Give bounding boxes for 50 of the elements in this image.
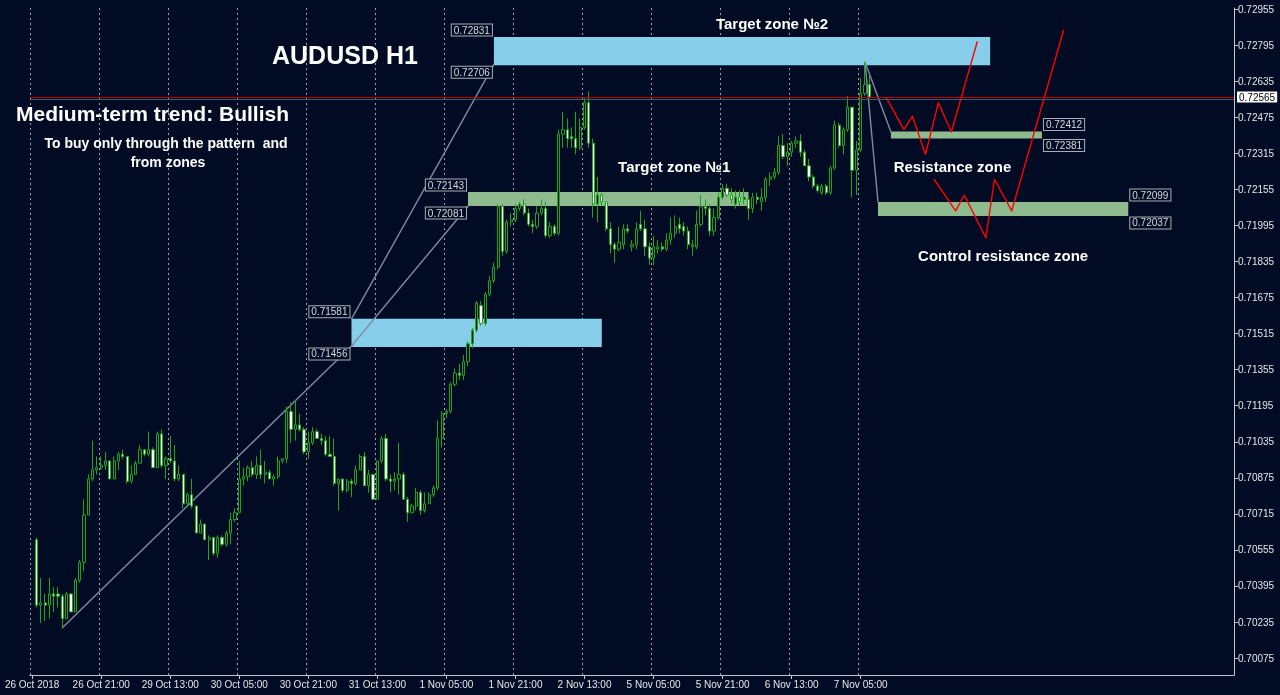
- text: AUDUSD H1: [272, 40, 418, 69]
- y-tick-label: 0.71035: [1238, 436, 1275, 448]
- y-tick-label: 0.70555: [1238, 544, 1275, 556]
- y-tick-label: 0.70075: [1238, 652, 1275, 664]
- y-tick-label: 0.70875: [1238, 472, 1275, 484]
- band-label: Resistance zone: [893, 158, 1012, 176]
- annotation: 0.71456: [311, 348, 348, 360]
- y-tick-label: 0.72475: [1238, 111, 1275, 123]
- y-tick-label: 0.70715: [1238, 508, 1275, 520]
- x-tick-label: 1 Nov 05:00: [419, 678, 474, 690]
- y-tick-label: 0.71515: [1238, 328, 1275, 340]
- x-tick-label: 30 Oct 21:00: [279, 678, 338, 690]
- annotation: 0.72099: [1132, 189, 1169, 201]
- annotation: To buy only through the pattern and from zones: [44, 134, 292, 170]
- y-tick-label: 0.70235: [1238, 616, 1275, 628]
- y-tick-label: 0.72955: [1238, 3, 1275, 15]
- annotation: 0.72081: [427, 207, 465, 219]
- y-tick-label: 0.72315: [1238, 147, 1275, 159]
- x-tick-label: 6 Nov 13:00: [764, 678, 820, 690]
- y-tick-label: 0.72635: [1238, 75, 1275, 87]
- annotation: 0.72831: [453, 24, 491, 36]
- x-tick-label: 26 Oct 2018: [4, 678, 60, 690]
- annotation: 0.72412: [1045, 118, 1083, 130]
- x-tick-label: 5 Nov 21:00: [695, 678, 751, 690]
- y-tick-label: 0.70395: [1238, 580, 1275, 592]
- x-tick-label: 5 Nov 05:00: [626, 678, 681, 690]
- annotation: 0.72037: [1132, 217, 1169, 229]
- annotation: 0.72143: [427, 179, 465, 191]
- y-tick-label: 0.72795: [1238, 39, 1275, 51]
- annotation: 0.71581: [311, 306, 348, 318]
- y-tick-label: 0.71195: [1238, 400, 1274, 412]
- band-label: Control resistance zone: [918, 246, 1089, 264]
- x-tick-label: 31 Oct 13:00: [348, 678, 407, 690]
- text: Medium-term trend: Bullish: [16, 102, 290, 125]
- x-tick-label: 30 Oct 05:00: [210, 678, 269, 690]
- band-label: Target zone №2: [715, 15, 829, 33]
- x-tick-label: 7 Nov 05:00: [833, 678, 889, 690]
- x-tick-label: 2 Nov 13:00: [557, 678, 612, 690]
- y-tick-label: 0.71995: [1238, 219, 1275, 231]
- y-tick-label: 0.71835: [1238, 256, 1275, 268]
- y-tick-label: 0.72155: [1238, 183, 1275, 195]
- ref-line-label: 0.72565: [1239, 91, 1276, 103]
- y-tick-label: 0.71675: [1238, 292, 1275, 304]
- annotation: 0.72706: [453, 66, 491, 78]
- y-tick-label: 0.71355: [1238, 364, 1275, 376]
- annotation: 0.72381: [1045, 139, 1083, 151]
- x-tick-label: 26 Oct 21:00: [72, 678, 131, 690]
- x-tick-label: 29 Oct 13:00: [141, 678, 200, 690]
- band-label: Target zone №1: [618, 158, 731, 176]
- x-tick-label: 1 Nov 21:00: [488, 678, 543, 690]
